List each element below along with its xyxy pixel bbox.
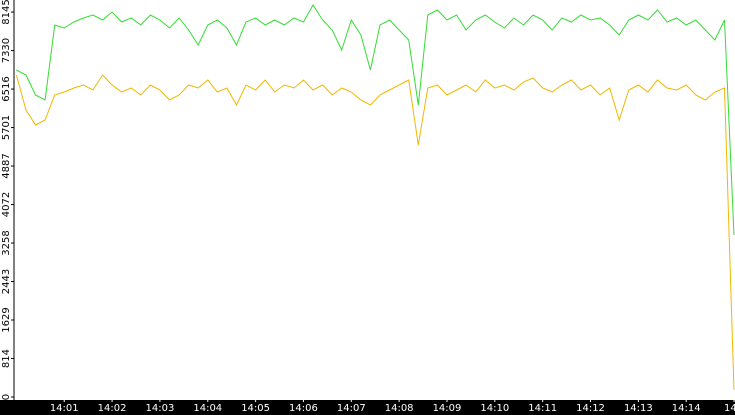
- y-tick-label: 4072: [1, 192, 12, 217]
- x-tick-label: 14:13: [624, 403, 653, 414]
- x-tick-label: 14: [724, 403, 735, 414]
- x-tick-label: 14:03: [146, 403, 175, 414]
- y-tick-label: 5701: [1, 115, 12, 140]
- y-tick-label: 8145: [1, 0, 12, 25]
- x-tick-label: 14:01: [50, 403, 79, 414]
- series-line: [16, 4, 735, 236]
- y-tick-label: 3258: [1, 230, 12, 255]
- x-tick-label: 14:04: [193, 403, 222, 414]
- y-tick-label: 814: [1, 349, 12, 368]
- x-tick-label: 14:07: [337, 403, 366, 414]
- x-tick-label: 14:05: [241, 403, 270, 414]
- y-tick-label: 6516: [1, 76, 12, 101]
- y-tick-label: 0: [1, 394, 12, 400]
- x-tick-label: 14:02: [98, 403, 127, 414]
- x-tick-label: 14:12: [576, 403, 605, 414]
- y-tick-label: 1629: [1, 307, 12, 332]
- x-axis-band: [0, 400, 735, 415]
- x-tick-label: 14:08: [385, 403, 414, 414]
- series-line: [15, 74, 735, 390]
- x-tick-label: 14:06: [289, 403, 318, 414]
- x-tick-label: 14:14: [672, 403, 701, 414]
- y-tick-label: 2443: [1, 269, 12, 294]
- x-tick-label: 14:09: [433, 403, 462, 414]
- x-tick-label: 14:11: [528, 403, 557, 414]
- y-tick-label: 7330: [1, 38, 12, 63]
- x-tick-label: 14:10: [480, 403, 509, 414]
- y-tick-label: 4887: [1, 153, 12, 178]
